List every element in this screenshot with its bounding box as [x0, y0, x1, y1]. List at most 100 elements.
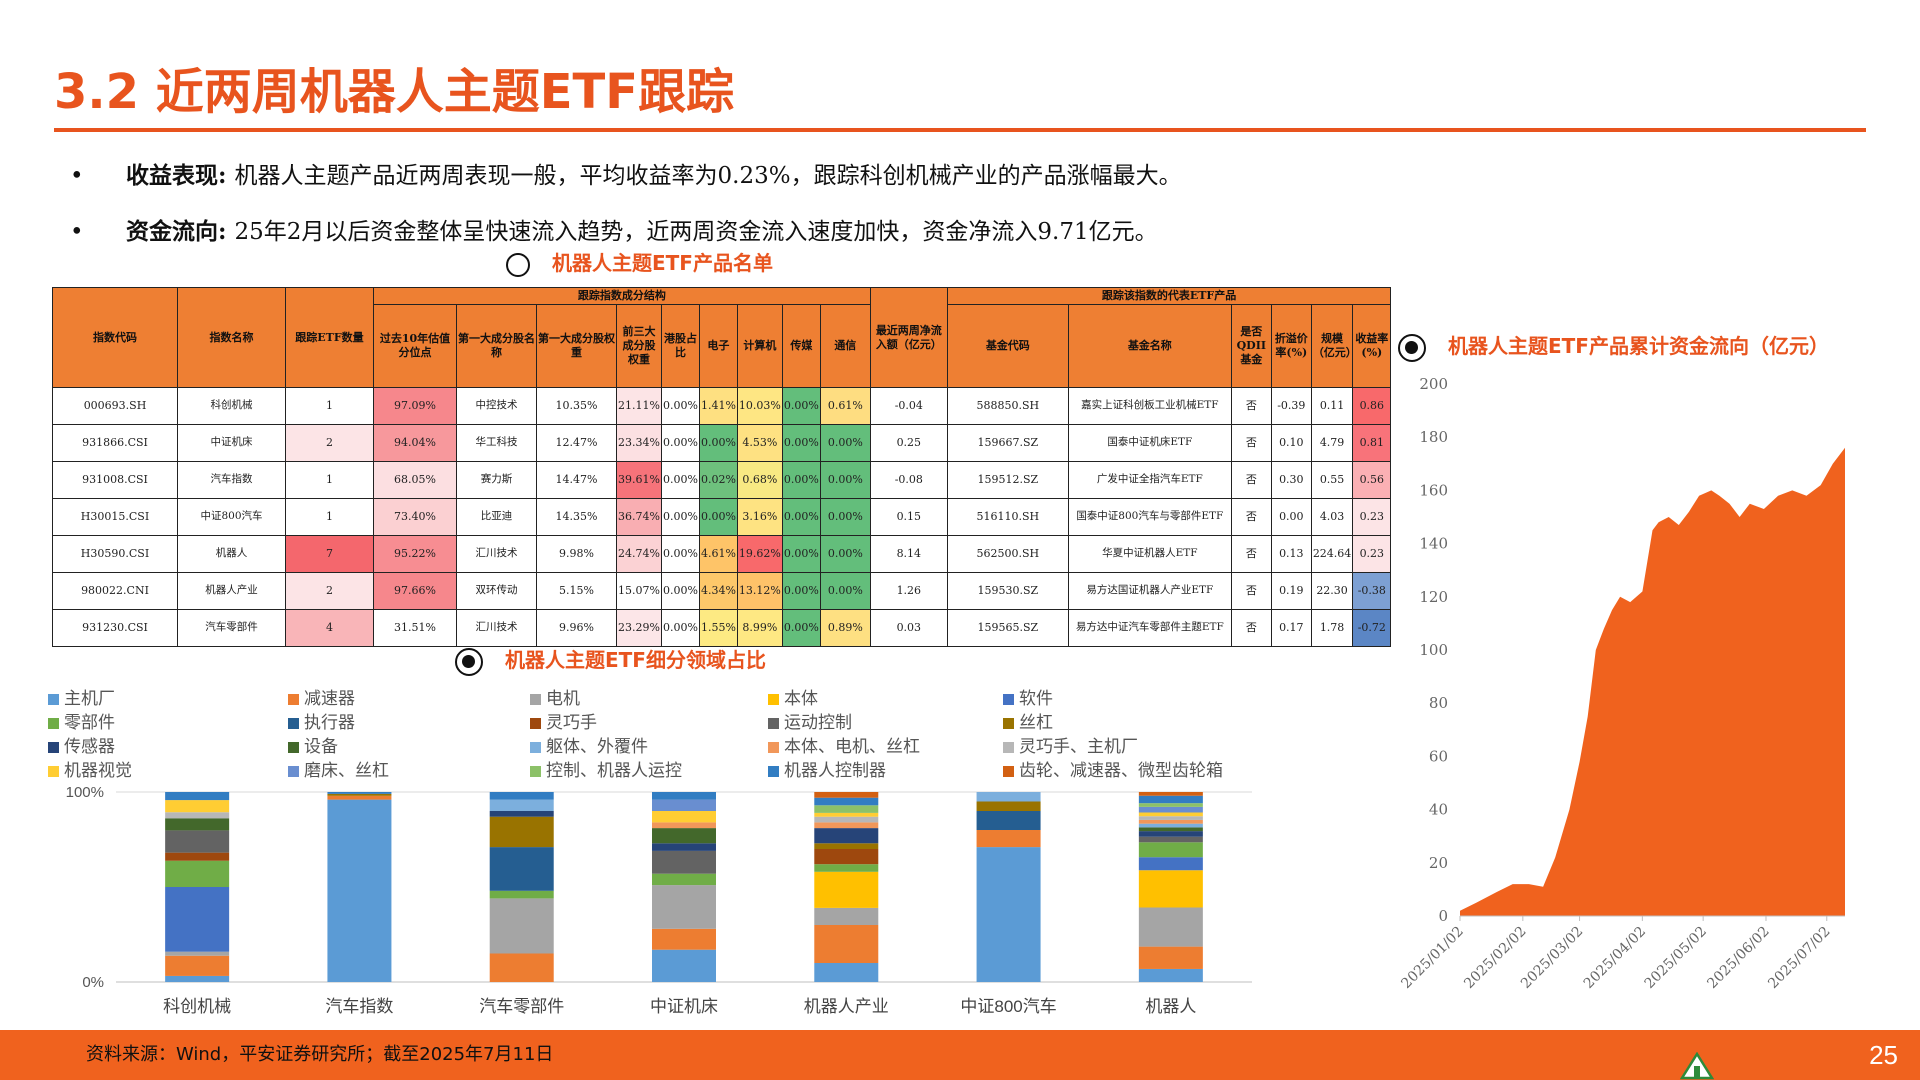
table-cell: 159512.SZ	[946, 461, 1069, 499]
legend-swatch	[530, 694, 541, 706]
table-cell: 9.98%	[536, 535, 617, 573]
header-cell: 计算机	[736, 304, 783, 388]
table-cell: 0.00%	[781, 609, 821, 647]
table-cell: 23.29%	[616, 609, 662, 647]
legend-swatch	[768, 766, 779, 778]
table-cell: 562500.SH	[946, 535, 1069, 573]
table-cell: 0.00%	[819, 461, 871, 499]
table-cell: 14.47%	[536, 461, 617, 499]
table-cell: 224.64	[1310, 535, 1354, 573]
table-cell: 否	[1230, 572, 1272, 610]
header-cell: 跟踪ETF数量	[285, 287, 374, 388]
bar-segment	[652, 811, 716, 823]
bar-segment	[165, 951, 230, 956]
legend-item: 执行器	[288, 708, 355, 733]
y-tick-label: 160	[1419, 481, 1448, 499]
bar-segment	[814, 843, 879, 849]
flow-area	[1460, 447, 1845, 916]
table-cell: 39.61%	[616, 461, 662, 499]
legend-item: 灵巧手、主机厂	[1003, 732, 1138, 757]
bullet-label: 收益表现:	[126, 162, 227, 189]
table-cell: 1.78	[1310, 609, 1354, 647]
x-tick-label: 汽车零部件	[479, 997, 564, 1016]
table-cell: 4.61%	[698, 535, 738, 573]
table-cell: 0.56	[1352, 461, 1392, 499]
y-tick-label: 100%	[66, 784, 104, 801]
legend-label: 磨床、丝杠	[304, 761, 389, 780]
legend-swatch	[288, 694, 299, 706]
bar-segment	[165, 800, 230, 813]
bar-segment	[652, 822, 716, 829]
header-cell: 基金名称	[1067, 304, 1232, 388]
table-cell: 68.05%	[373, 461, 457, 499]
table-cell: -0.39	[1270, 387, 1312, 425]
bullet-text: 机器人主题产品近两周表现一般，平均收益率为0.23%，跟踪科创机械产业的产品涨幅…	[234, 163, 1182, 189]
group-header-structure: 跟踪指数成分结构	[373, 287, 871, 305]
y-tick-label: 0%	[82, 974, 104, 991]
table-cell: 汇川技术	[456, 535, 537, 573]
legend-swatch	[768, 718, 779, 730]
legend-item: 电机	[530, 684, 580, 709]
bar-segment	[489, 792, 554, 800]
table-cell: 1	[285, 387, 374, 425]
footer-bar	[0, 1030, 1920, 1080]
bar-segment	[1138, 816, 1203, 820]
table-cell: 4.34%	[698, 572, 738, 610]
table-cell: 4.53%	[736, 424, 783, 462]
legend-label: 丝杠	[1019, 713, 1053, 732]
table-cell: 0.19	[1270, 572, 1312, 610]
legend-item: 主机厂	[48, 684, 115, 709]
table-row: 931866.CSI 中证机床 2 94.04% 华工科技 12.47% 23.34% 0.0…	[52, 424, 1392, 462]
table-cell: 汽车指数	[177, 461, 286, 499]
legend-swatch	[48, 742, 59, 754]
x-tick-label: 2025/05/02	[1642, 924, 1710, 992]
table-cell: 0.11	[1310, 387, 1354, 425]
table-cell: 7	[285, 535, 374, 573]
legend-label: 执行器	[304, 713, 355, 732]
table-row: 931230.CSI 汽车零部件 4 31.51% 汇川技术 9.96% 23.29% 0.0…	[52, 609, 1392, 647]
bar-segment	[652, 949, 716, 982]
table-cell: 否	[1230, 498, 1272, 536]
table-cell: 980022.CNI	[52, 572, 178, 610]
composition-stacked-bar-chart: 100% 0% 科创机械 汽车指数 汽车零部件 中证机床 机器人产业 中证800汽车 机器人	[66, 784, 1252, 1016]
legend-label: 灵巧手	[546, 713, 597, 732]
header-cell: 基金代码	[946, 304, 1069, 388]
legend-label: 本体	[784, 689, 818, 708]
legend-item: 本体	[768, 684, 818, 709]
bar-segment	[1138, 946, 1203, 969]
table-cell: 2	[285, 424, 374, 462]
bar-segment	[165, 955, 230, 976]
radio-circle-icon	[1398, 333, 1426, 362]
legend-swatch	[1003, 694, 1014, 706]
header-cell: 第一大成分股权重	[536, 304, 617, 388]
legend-swatch	[48, 766, 59, 778]
table-cell: -0.04	[869, 387, 948, 425]
bar-segment	[489, 898, 554, 954]
bar-segment	[489, 811, 554, 817]
table-cell: 机器人	[177, 535, 286, 573]
legend-swatch	[48, 694, 59, 706]
table-cell: 0.02%	[698, 461, 738, 499]
table-cell: 4.79	[1310, 424, 1354, 462]
table-cell: 19.62%	[736, 535, 783, 573]
bullet-label: 资金流向:	[126, 218, 227, 245]
bar-segment	[814, 907, 879, 925]
bar-segment	[327, 793, 392, 796]
table-row: H30015.CSI 中证800汽车 1 73.40% 比亚迪 14.35% 36.74% 0…	[52, 498, 1392, 536]
table-cell: 汽车零部件	[177, 609, 286, 647]
legend-item: 传感器	[48, 732, 115, 757]
legend-item: 运动控制	[768, 708, 852, 733]
table-cell: 1.55%	[698, 609, 738, 647]
table-cell: 0.00%	[781, 387, 821, 425]
table-cell: 8.99%	[736, 609, 783, 647]
table-cell: 9.96%	[536, 609, 617, 647]
table-cell: 159530.SZ	[946, 572, 1069, 610]
bullet-dot: •	[70, 163, 84, 189]
legend-label: 减速器	[304, 689, 355, 708]
table-row: 980022.CNI 机器人产业 2 97.66% 双环传动 5.15% 15.07% 0.0…	[52, 572, 1392, 610]
table-cell: 赛力斯	[456, 461, 537, 499]
table-cell: 广发中证全指汽车ETF	[1067, 461, 1232, 499]
bar-segment	[814, 963, 879, 982]
table-cell: 否	[1230, 535, 1272, 573]
header-cell: 前三大成分股权重	[616, 304, 662, 388]
